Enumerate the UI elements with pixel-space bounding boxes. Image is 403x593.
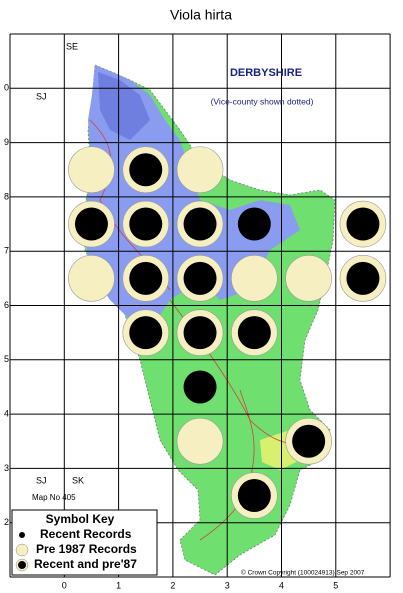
easting-label: 1 xyxy=(116,580,121,590)
easting-label: 4 xyxy=(279,580,284,590)
recent-record xyxy=(183,316,217,350)
county-name: DERBYSHIRE xyxy=(230,67,302,79)
recent-record xyxy=(183,261,217,295)
recent-record xyxy=(237,479,271,513)
map-number: Map No 405 xyxy=(32,493,76,502)
recent-record xyxy=(183,207,217,241)
recent-record xyxy=(74,207,108,241)
legend-pre-symbol xyxy=(15,543,29,557)
legend-title: Symbol Key xyxy=(46,512,115,526)
legend: Symbol Key Recent Records Pre 1987 Recor… xyxy=(11,509,158,576)
pre-1987-record xyxy=(68,146,115,194)
copyright: © Crown Copyright (100024913) Sep 2007 xyxy=(241,569,365,577)
label-se: SE xyxy=(66,41,78,51)
northing-label: 2 xyxy=(4,517,9,527)
recent-record xyxy=(237,316,271,350)
legend-both-symbol-core xyxy=(18,561,26,569)
label-sj: SJ xyxy=(36,91,47,101)
recent-record xyxy=(346,261,380,295)
easting-label: 3 xyxy=(225,580,230,590)
northing-label: 5 xyxy=(4,354,9,364)
county-note: (Vice-county shown dotted) xyxy=(211,96,314,106)
easting-label: 5 xyxy=(333,580,338,590)
northing-label: 3 xyxy=(4,463,9,473)
recent-record xyxy=(129,261,163,295)
pre-1987-record xyxy=(176,417,224,465)
recent-record xyxy=(346,207,380,241)
easting-label: 0 xyxy=(62,580,67,590)
markers xyxy=(68,146,387,519)
recent-record xyxy=(237,207,271,241)
pre-1987-record xyxy=(285,255,332,302)
title: Viola hirta xyxy=(170,7,232,23)
pre-1987-record xyxy=(176,146,224,194)
upland-high xyxy=(98,72,150,140)
pre-1987-record xyxy=(68,255,115,302)
legend-item: Pre 1987 Records xyxy=(36,542,137,556)
label-sj: SJ xyxy=(36,475,47,485)
easting-label: 2 xyxy=(170,580,175,590)
northing-label: 9 xyxy=(4,137,9,147)
northing-label: 8 xyxy=(4,191,9,201)
northing-label: 7 xyxy=(4,246,9,256)
northing-label: 4 xyxy=(4,408,9,418)
northing-label: 6 xyxy=(4,300,9,310)
recent-record xyxy=(292,424,326,458)
legend-box xyxy=(11,509,158,576)
legend-recent-symbol xyxy=(19,532,25,538)
northing-label: 0 xyxy=(4,83,9,93)
recent-record xyxy=(129,316,163,350)
legend-item: Recent and pre'87 xyxy=(34,557,137,571)
recent-record xyxy=(129,207,163,241)
pre-1987-record xyxy=(231,255,278,302)
label-sk: SK xyxy=(72,475,84,485)
recent-record xyxy=(183,370,217,404)
legend-item: Recent Records xyxy=(40,527,132,541)
recent-record xyxy=(129,153,163,187)
